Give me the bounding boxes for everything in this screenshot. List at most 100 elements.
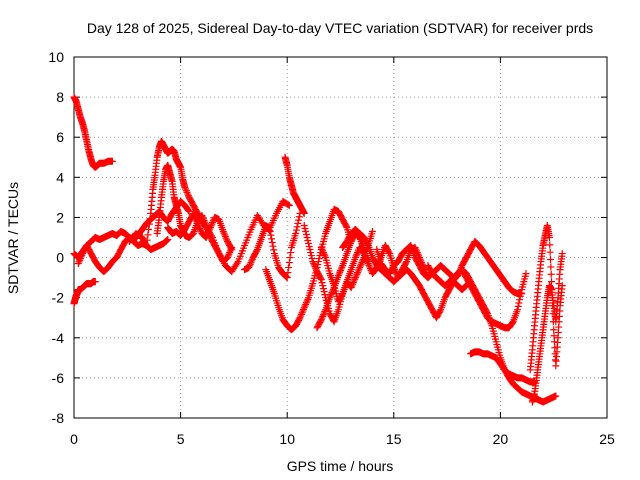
data-point [361,251,369,259]
data-point [199,215,207,223]
data-point [233,259,241,267]
data-point [349,280,357,288]
data-point [311,263,319,271]
data-point [356,262,364,270]
data-point [318,314,326,322]
data-point [548,278,556,286]
data-point [309,258,317,266]
data-point [198,211,206,219]
data-point [353,250,361,258]
data-point [76,255,84,263]
y-tick-label: 4 [56,169,64,185]
data-point [522,270,530,278]
data-point [227,244,235,252]
data-point [195,223,203,231]
data-point [298,309,306,317]
data-point [194,219,202,227]
data-point [208,220,216,228]
data-point [77,253,85,261]
data-point [162,237,170,245]
data-point [248,257,256,265]
data-point [203,232,211,240]
data-point [310,261,318,269]
data-point [193,218,201,226]
data-point [199,213,207,221]
data-point [361,253,369,261]
data-point [347,284,355,292]
data-point [201,218,209,226]
data-point [352,252,360,260]
x-tick-label: 0 [70,431,78,447]
data-point [545,234,553,241]
y-tick-label: 8 [56,89,64,105]
data-point [206,223,214,231]
series-s14 [339,225,470,322]
data-point [334,272,342,280]
data-point [219,227,227,235]
data-point [309,259,317,267]
data-point [317,274,325,282]
data-point [356,264,364,272]
data-point [282,272,290,280]
data-point [547,263,555,271]
data-point [222,234,230,242]
data-point [546,241,554,249]
y-tick-label: 0 [56,250,64,266]
series-s19 [526,221,566,374]
data-point [303,234,311,241]
y-tick-label: 6 [56,129,64,145]
series-s5 [125,137,293,276]
data-point [483,308,491,316]
data-point [362,255,370,263]
data-point [297,310,305,318]
data-point [192,216,200,224]
data-point [144,231,152,239]
data-point [205,227,213,235]
data-point [293,223,301,231]
data-point [318,245,326,253]
data-point [182,185,190,193]
data-point [191,213,199,221]
data-point [558,250,566,258]
data-point [342,222,350,230]
data-point [308,255,316,263]
data-point [300,304,308,312]
data-point [302,300,310,308]
data-point [335,270,343,278]
data-point [265,226,273,234]
data-point [297,312,305,320]
data-point [348,282,356,290]
series-s9 [281,153,308,217]
data-point [201,220,209,228]
data-point [358,259,366,267]
data-point [550,338,558,346]
data-point [357,260,365,268]
data-point [319,312,327,320]
data-point [326,294,334,302]
data-point [284,201,292,209]
data-point [183,188,191,196]
data-point [299,307,307,315]
data-point [302,227,310,235]
data-point [268,235,276,243]
data-point [196,226,204,234]
data-point [320,309,328,317]
data-point [436,307,444,315]
data-point [287,249,295,257]
data-point [305,243,313,251]
data-point [312,266,320,274]
x-tick-label: 10 [279,431,295,447]
data-point [364,260,372,268]
data-point [320,288,328,296]
data-point [283,274,291,282]
data-point [246,260,254,268]
data-point [221,231,229,239]
data-points [70,93,566,406]
data-point [317,316,325,324]
data-point [296,314,304,322]
data-point [317,317,325,325]
data-point [338,263,346,271]
data-point [368,227,376,235]
data-point [202,234,210,241]
